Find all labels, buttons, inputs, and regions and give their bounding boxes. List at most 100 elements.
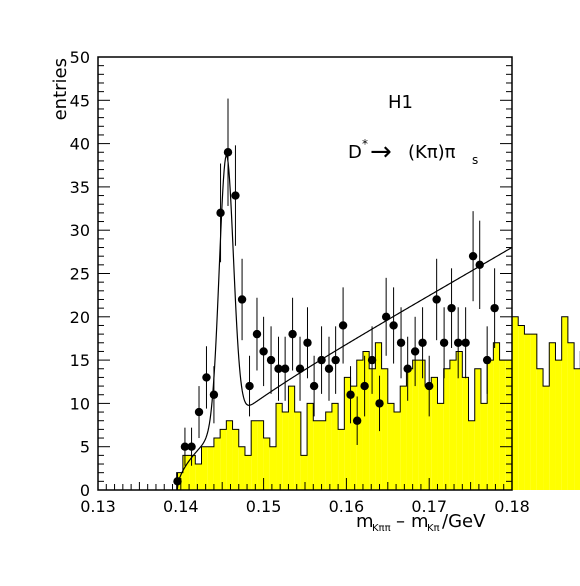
histogram-bar bbox=[269, 446, 277, 490]
data-point bbox=[482, 355, 492, 365]
histogram-bar bbox=[319, 420, 326, 490]
y-tick-label: 5 bbox=[80, 438, 90, 457]
fit-curve-layer bbox=[176, 154, 513, 491]
histogram-bar bbox=[449, 360, 457, 490]
histogram-bar bbox=[276, 403, 283, 490]
data-point bbox=[403, 364, 412, 373]
histogram-bar bbox=[387, 403, 395, 490]
x-axis-label-m2: m bbox=[411, 511, 429, 532]
histogram-bar bbox=[394, 412, 401, 490]
y-tick-label: 40 bbox=[70, 135, 90, 154]
data-point bbox=[367, 355, 377, 365]
y-tick-label: 15 bbox=[70, 351, 90, 370]
background-histogram bbox=[176, 316, 580, 490]
histogram-bar bbox=[555, 360, 562, 490]
histogram-bar bbox=[493, 342, 500, 490]
data-point bbox=[461, 338, 470, 347]
histogram-bar bbox=[487, 360, 494, 490]
decay-label-superscript: * bbox=[362, 137, 368, 151]
data-point bbox=[194, 407, 204, 417]
histogram-bar bbox=[512, 316, 519, 490]
data-point bbox=[266, 355, 276, 365]
histogram-bar bbox=[307, 403, 314, 490]
histogram-bar bbox=[369, 368, 376, 490]
data-point bbox=[252, 329, 262, 339]
data-point bbox=[447, 303, 456, 313]
data-point bbox=[309, 381, 319, 391]
data-point bbox=[295, 364, 305, 373]
histogram-bar bbox=[213, 438, 221, 490]
histogram-bar bbox=[338, 429, 345, 490]
data-point bbox=[475, 260, 484, 270]
data-point bbox=[360, 381, 369, 391]
data-point bbox=[173, 477, 182, 486]
histogram-bar bbox=[350, 386, 357, 490]
histogram-bar bbox=[195, 464, 202, 490]
data-point bbox=[324, 364, 334, 373]
decay-label: D * → (Kπ)π s bbox=[348, 137, 478, 167]
x-tick-label: 0.14 bbox=[163, 497, 199, 516]
histogram-bar bbox=[505, 360, 512, 490]
data-point bbox=[245, 381, 254, 391]
data-point bbox=[274, 364, 283, 373]
data-point bbox=[338, 321, 348, 330]
data-point bbox=[396, 338, 406, 347]
data-point bbox=[303, 338, 312, 347]
y-tick-label: 0 bbox=[80, 481, 90, 500]
histogram-bar bbox=[518, 325, 525, 490]
histogram-bar bbox=[362, 351, 370, 490]
data-point bbox=[432, 295, 441, 304]
histogram-bar bbox=[431, 377, 438, 490]
data-point bbox=[187, 442, 196, 451]
histogram-bar bbox=[331, 403, 339, 490]
y-tick-label: 25 bbox=[70, 265, 90, 284]
data-point bbox=[317, 355, 326, 365]
histogram-bar bbox=[257, 420, 264, 490]
data-point bbox=[180, 442, 190, 451]
histogram-bar bbox=[567, 342, 575, 490]
axis-ticks: 0.13 0.14 0.15 0.16 0.17 0.18 0 5 10 15 20 25 30 35 40… bbox=[70, 48, 530, 516]
y-tick-label: 20 bbox=[70, 308, 90, 327]
histogram-outline bbox=[176, 316, 580, 490]
experiment-label: H1 bbox=[388, 92, 413, 113]
histogram-bar bbox=[232, 429, 239, 490]
histogram-bar bbox=[524, 334, 531, 490]
histogram-bar bbox=[356, 360, 363, 490]
x-axis-label-m1: m bbox=[356, 511, 374, 532]
histogram-bar bbox=[300, 455, 308, 490]
histogram-bar bbox=[282, 412, 289, 490]
data-point bbox=[231, 191, 240, 200]
x-axis-label: m Kππ – m Kπ /GeV bbox=[356, 511, 486, 534]
histogram-bar bbox=[468, 420, 475, 490]
x-tick-label: 0.18 bbox=[494, 497, 530, 516]
data-point bbox=[280, 364, 290, 373]
y-tick-label: 30 bbox=[70, 221, 90, 240]
histogram-bar bbox=[381, 368, 388, 490]
x-tick-label: 0.15 bbox=[246, 497, 282, 516]
data-point bbox=[223, 148, 233, 157]
histogram-bar bbox=[456, 351, 463, 490]
x-tick-label: 0.16 bbox=[329, 497, 365, 516]
histogram-bar bbox=[561, 316, 568, 490]
histogram-bar bbox=[406, 368, 413, 490]
data-point bbox=[202, 373, 211, 382]
x-axis-label-minus: – bbox=[396, 511, 405, 532]
histogram-bar bbox=[425, 386, 432, 490]
histogram-bar bbox=[182, 455, 190, 490]
data-point bbox=[389, 321, 398, 330]
data-point bbox=[209, 390, 219, 399]
fit-curve bbox=[176, 154, 513, 491]
data-point bbox=[346, 390, 355, 399]
histogram-bar bbox=[499, 360, 506, 490]
histogram-bar bbox=[220, 429, 227, 490]
histogram-bar bbox=[375, 342, 382, 490]
x-tick-label: 0.13 bbox=[80, 497, 116, 516]
histogram-bar bbox=[418, 360, 426, 490]
y-axis-label: entries bbox=[50, 58, 71, 120]
data-point bbox=[259, 347, 268, 356]
histogram-bar bbox=[549, 342, 556, 490]
histogram-bar bbox=[313, 420, 320, 490]
x-axis-label-sub2: Kπ bbox=[427, 523, 440, 534]
histogram-bar bbox=[480, 403, 488, 490]
